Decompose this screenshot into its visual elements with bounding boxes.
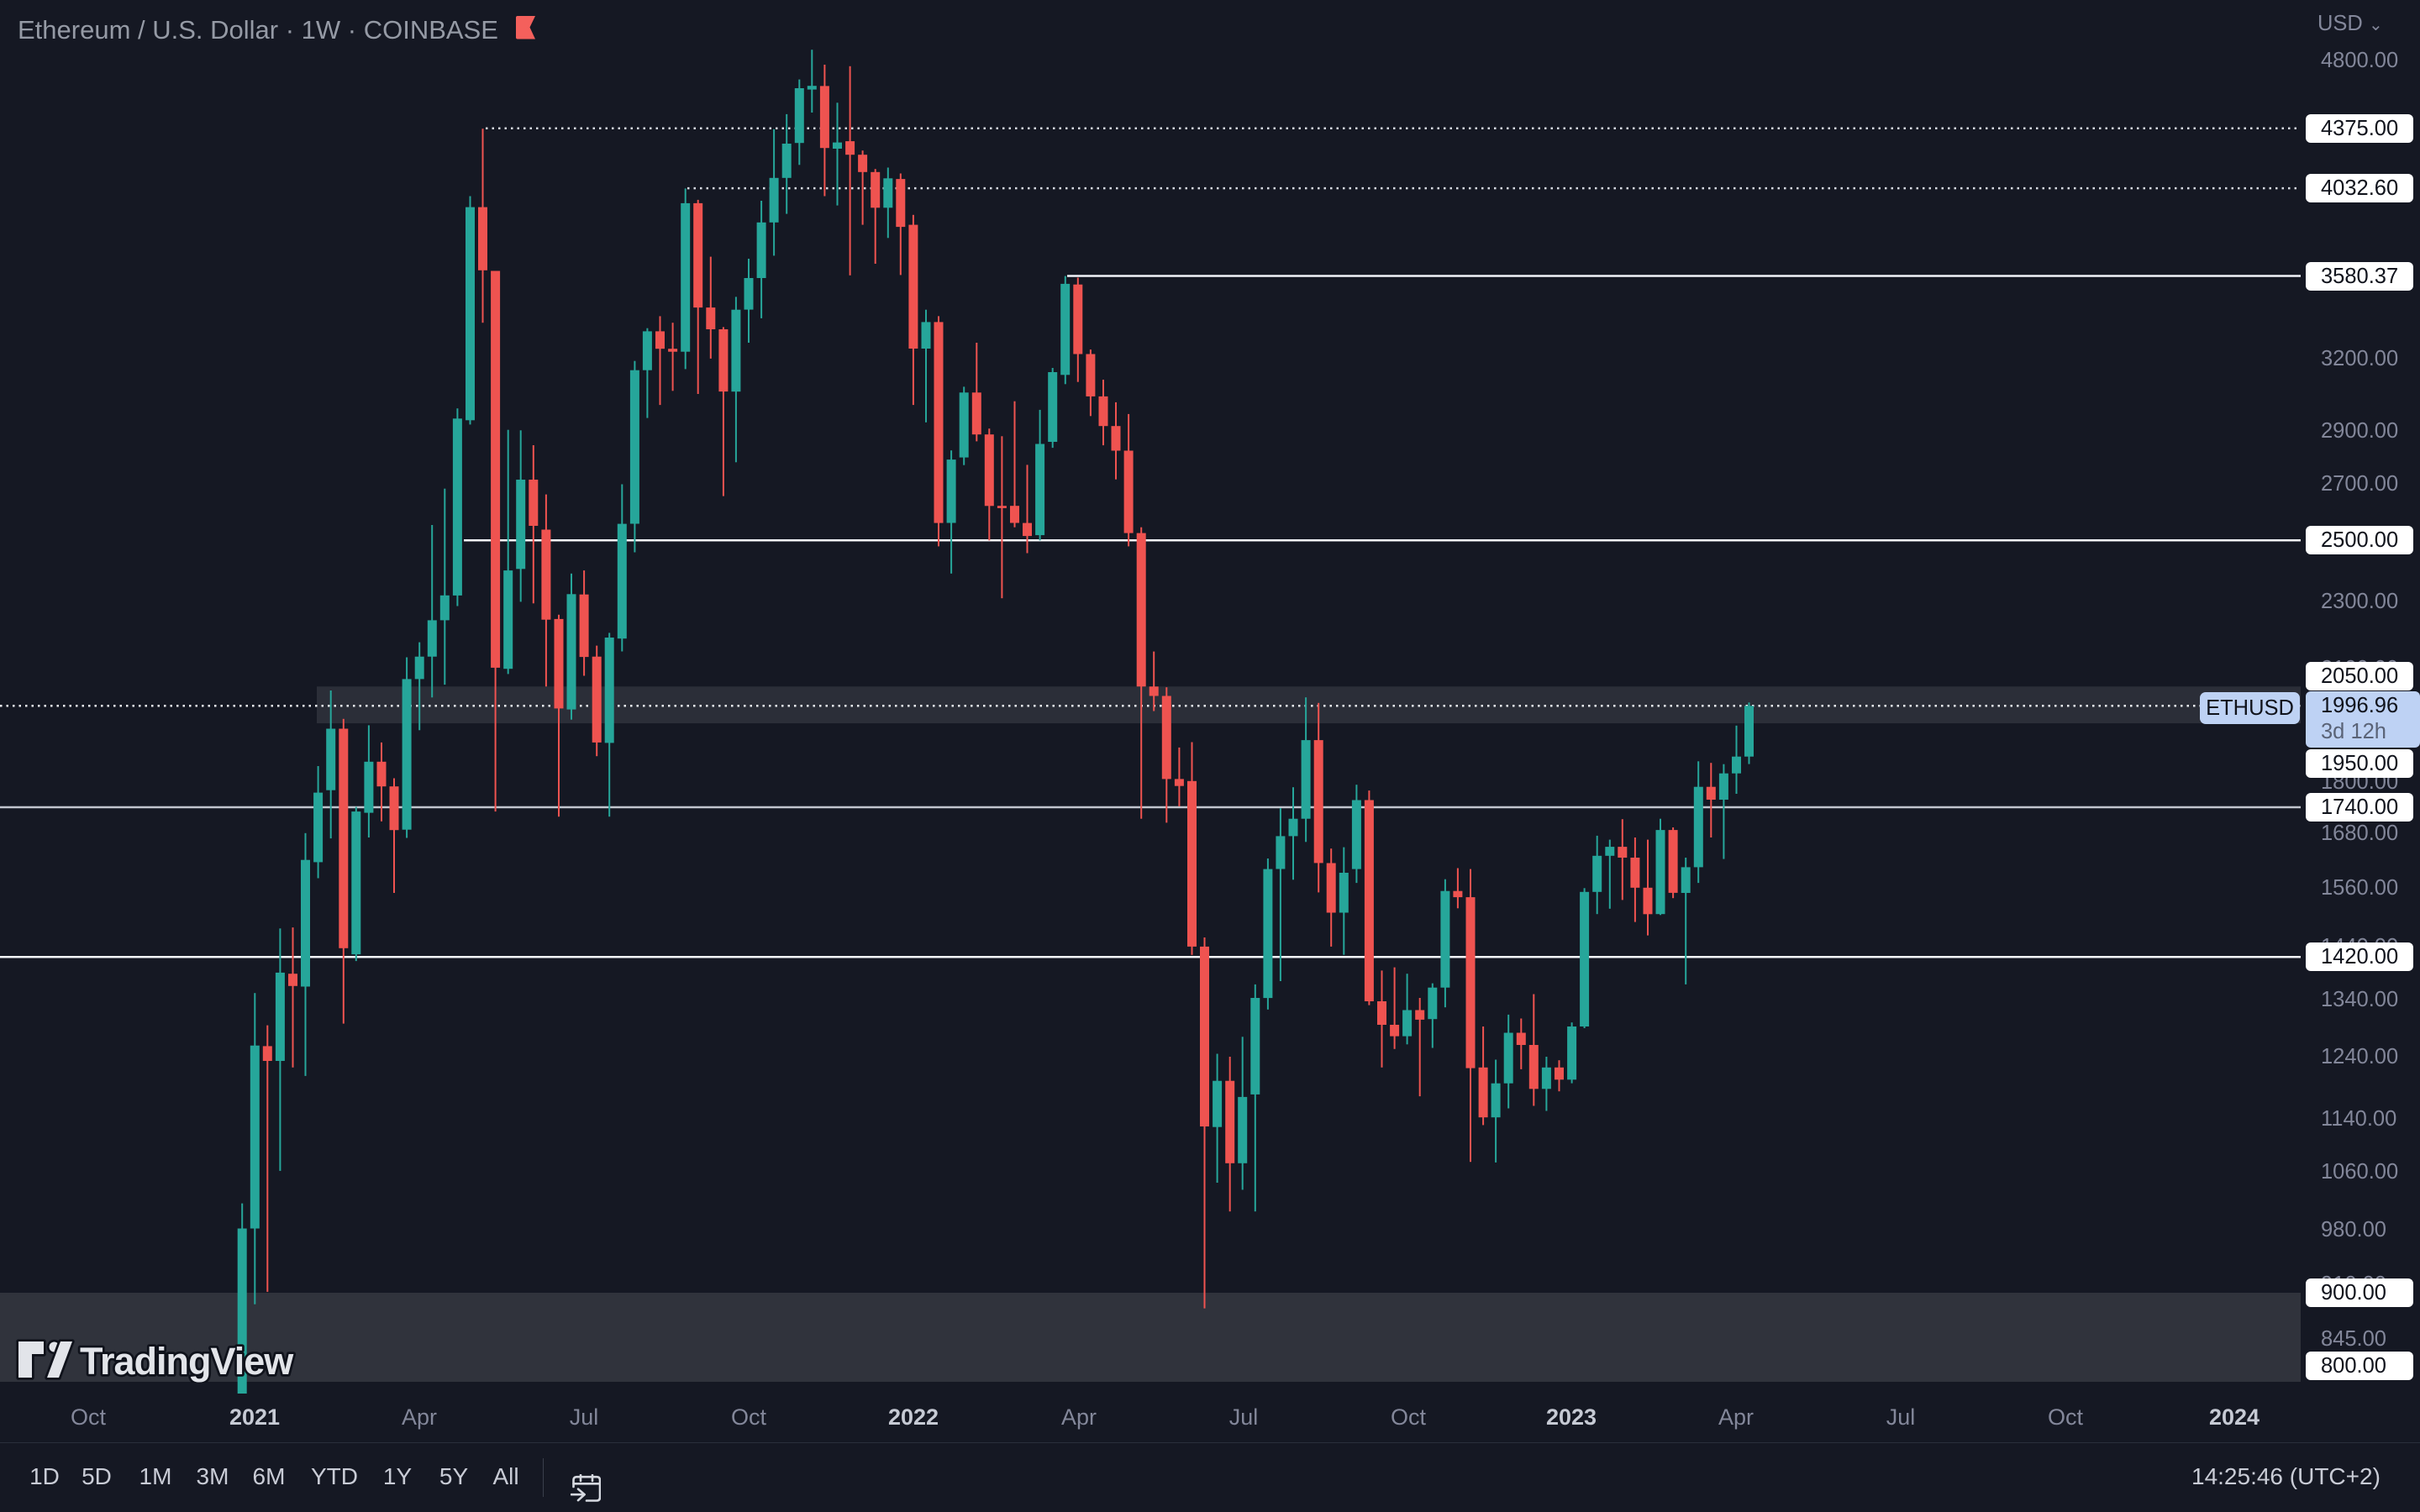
svg-text:TradingView: TradingView	[80, 1340, 294, 1383]
